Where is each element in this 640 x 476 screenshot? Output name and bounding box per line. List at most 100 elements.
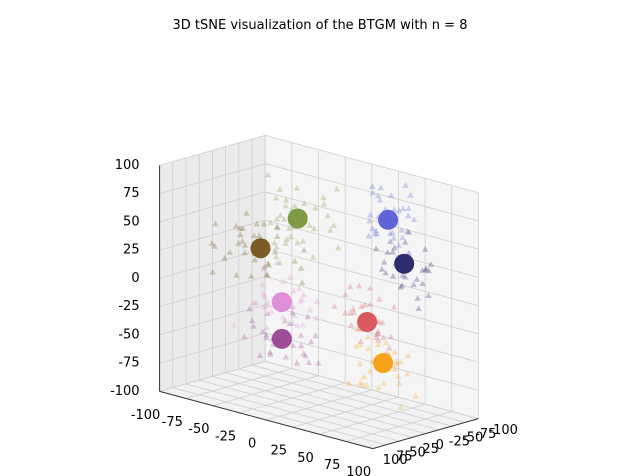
scatter-point — [260, 220, 268, 227]
scatter-point — [382, 339, 390, 346]
scatter-point — [263, 331, 270, 338]
z-tick-label: 0 — [131, 271, 139, 286]
scatter-point — [313, 298, 321, 305]
scatter-point — [410, 281, 417, 288]
scatter-point — [377, 184, 384, 191]
scatter-point — [264, 310, 271, 316]
scatter-point — [239, 225, 246, 231]
scatter-point — [251, 256, 258, 263]
scatter-point — [397, 404, 404, 410]
scatter-point — [375, 330, 382, 336]
scatter-point — [407, 191, 414, 198]
scatter-point — [405, 228, 413, 235]
scatter-point — [419, 267, 426, 273]
scatter-point — [212, 220, 219, 227]
scatter-point — [302, 352, 309, 359]
scatter-point — [387, 238, 394, 245]
scatter-point — [264, 171, 272, 178]
grid-line — [292, 396, 399, 428]
axis-lines — [159, 165, 479, 450]
cluster-center — [373, 353, 394, 374]
scatter-point — [221, 254, 228, 261]
scatter-point — [391, 206, 398, 213]
scatter-point — [382, 269, 389, 276]
z-tick-label: 50 — [123, 214, 140, 229]
cluster-center — [378, 209, 399, 230]
scatter-point — [379, 319, 386, 326]
scatter-point — [263, 334, 270, 341]
scatter-point — [291, 202, 298, 209]
scatter-point — [291, 257, 298, 264]
cluster-centers — [250, 208, 415, 374]
scatter-point — [405, 205, 412, 211]
scatter-point — [356, 360, 364, 367]
scatter-point — [282, 353, 290, 360]
scatter-point — [376, 295, 383, 302]
scatter-point — [375, 337, 382, 343]
z-tick-label: 75 — [123, 186, 140, 201]
scatter-point — [261, 292, 268, 299]
scatter-point — [333, 185, 340, 192]
scatter-point — [237, 231, 244, 238]
scatter-point — [256, 352, 264, 358]
scatter-point — [289, 309, 296, 316]
z-tick-label: -25 — [118, 299, 139, 314]
scatter-point — [232, 222, 240, 229]
grid-line — [159, 163, 266, 195]
scatter-point — [305, 359, 313, 365]
cluster-center — [357, 312, 378, 332]
scatter-point — [226, 249, 233, 255]
grid-line — [159, 191, 266, 223]
cluster-center — [287, 208, 308, 229]
scatter-point — [308, 338, 315, 345]
scatter-point — [361, 301, 368, 308]
scatter-point — [261, 263, 268, 270]
y-tick-label: 25 — [422, 442, 439, 457]
scatter-point — [374, 328, 382, 335]
grid-line — [265, 163, 479, 222]
scatter-point — [259, 328, 267, 334]
scatter-point — [294, 322, 301, 328]
scatter-point — [412, 392, 419, 399]
scatter-point — [299, 237, 306, 244]
scatter-point — [239, 237, 246, 244]
grid-line — [265, 248, 479, 306]
scatter-point — [353, 343, 360, 349]
scatter-point — [297, 264, 305, 271]
scatter-point — [250, 299, 257, 306]
x-axis-tick-labels: -100 -75 -50 -25 0 25 50 75 100 — [131, 408, 371, 476]
x-tick-label: 50 — [297, 451, 314, 466]
y-tick-label: -100 — [488, 423, 518, 438]
scatter-point — [380, 334, 387, 341]
scatter-point — [390, 235, 398, 241]
scatter-point — [298, 342, 305, 349]
scatter-point — [266, 349, 274, 355]
scatter-point — [399, 205, 407, 212]
scatter-point — [297, 332, 305, 338]
z-tick-label: -100 — [110, 384, 140, 399]
z-tick-label: 25 — [123, 243, 140, 258]
scatter-point — [250, 232, 258, 239]
scatter-point — [427, 261, 435, 267]
scatter-point — [372, 227, 380, 233]
scatter-point — [376, 196, 384, 203]
scatter-point — [294, 239, 301, 246]
scatter-point — [263, 324, 271, 331]
grid-lines — [159, 135, 479, 449]
scatter-point — [391, 365, 398, 372]
scatter-point — [345, 380, 352, 386]
scatter-point — [374, 192, 382, 199]
scatter-point — [389, 273, 397, 279]
scatter-point — [230, 321, 238, 328]
grid-line — [172, 387, 387, 446]
scatter-point — [404, 228, 411, 234]
scatter-point — [419, 280, 426, 286]
scatter-point — [387, 192, 395, 198]
scatter-point — [315, 359, 322, 366]
scatter-point — [366, 301, 374, 307]
scatter-point — [248, 272, 255, 279]
y-tick-label: -25 — [449, 434, 470, 449]
scatter-point — [233, 272, 240, 278]
